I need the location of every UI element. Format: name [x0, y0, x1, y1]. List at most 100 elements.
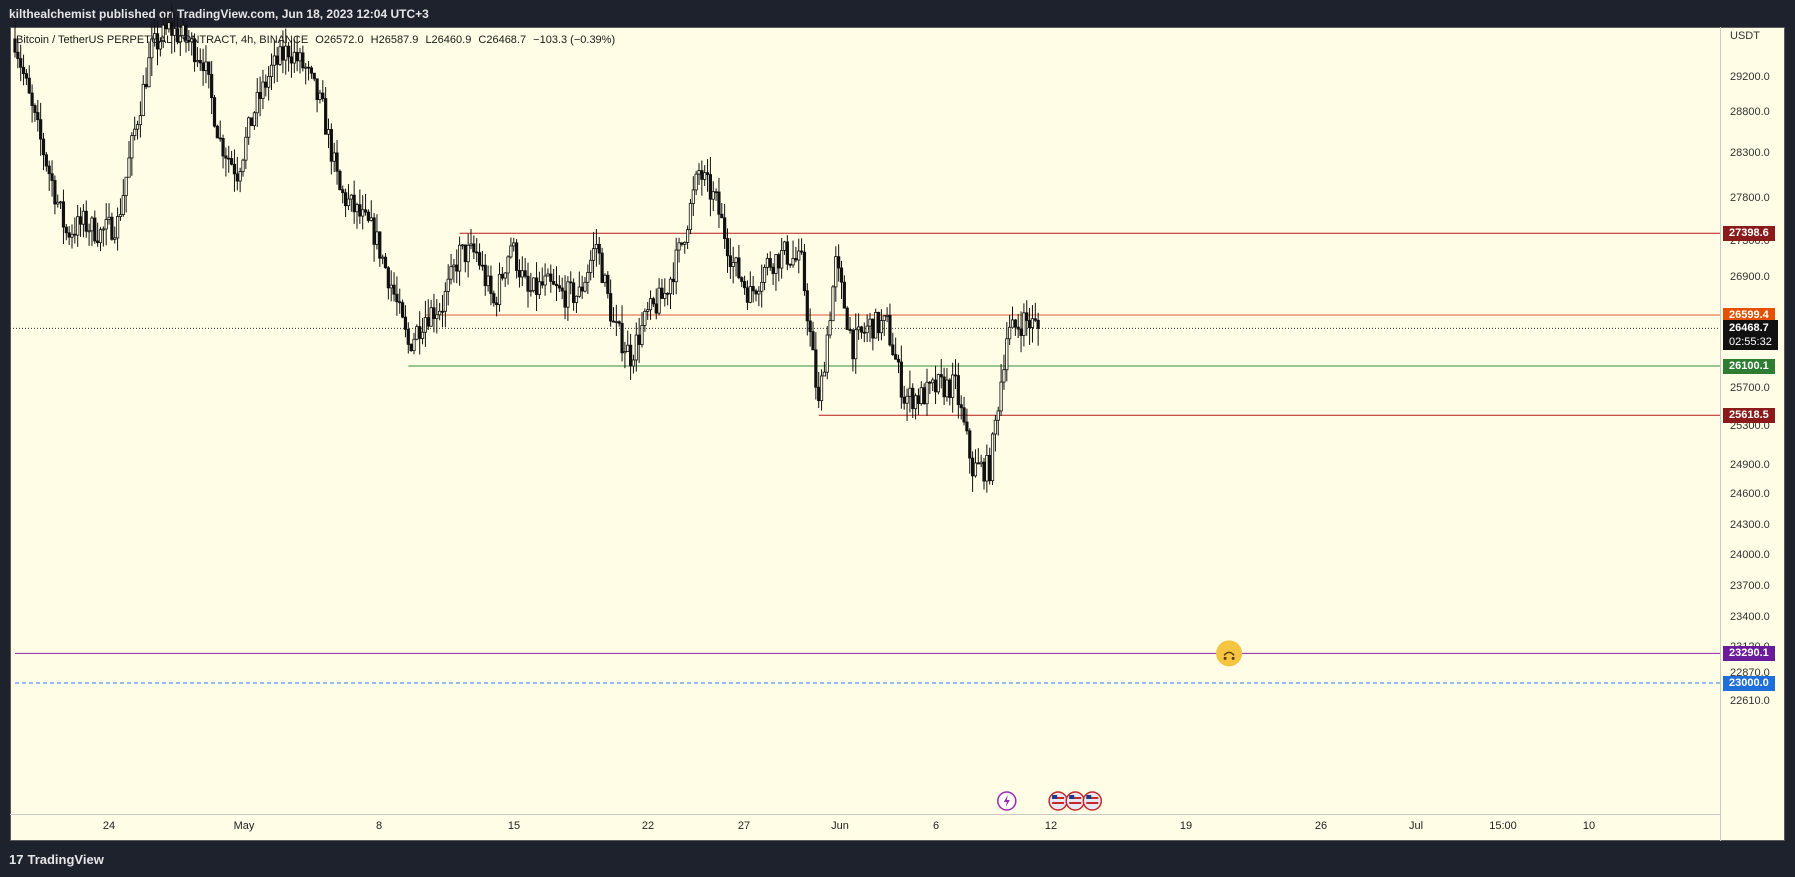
- candle-body: [90, 217, 94, 232]
- candle-body: [30, 92, 34, 106]
- candle-body: [939, 374, 943, 378]
- candle-body: [96, 240, 100, 244]
- candle-body: [765, 258, 770, 268]
- candle-body: [477, 252, 482, 266]
- candle-body: [1016, 326, 1020, 330]
- candle-body: [210, 74, 214, 98]
- candle-body: [677, 242, 681, 251]
- time-tick-label: 6: [932, 820, 940, 832]
- candle-body: [127, 157, 131, 178]
- price-tag[interactable]: 25618.5: [1723, 407, 1775, 423]
- candle-body: [56, 201, 60, 205]
- candle-body: [346, 198, 351, 207]
- candle-body: [215, 125, 219, 139]
- candle-body: [996, 410, 1000, 421]
- candle-body: [643, 311, 647, 326]
- candle-body: [985, 455, 989, 482]
- candle-body: [275, 55, 279, 65]
- time-tick-label: 10: [1582, 820, 1596, 832]
- candle-body: [1030, 318, 1035, 328]
- time-tick-label: 12: [1044, 820, 1058, 832]
- candle-body: [871, 318, 875, 339]
- candle-body: [634, 334, 638, 361]
- candle-body: [899, 361, 903, 398]
- candle-body: [13, 38, 17, 53]
- price-tick-label: 24000.0: [1730, 549, 1770, 561]
- candle-body: [780, 250, 784, 269]
- candle-body: [101, 228, 105, 231]
- symbol-name[interactable]: Bitcoin / TetherUS PERPETUAL CONTRACT, 4…: [16, 34, 309, 46]
- candle-body: [232, 163, 237, 175]
- candle-body: [859, 326, 864, 333]
- candle-body: [435, 314, 439, 319]
- candle-body: [711, 191, 715, 200]
- price-tick-label: 22610.0: [1730, 695, 1770, 707]
- candle-body: [286, 45, 291, 58]
- candle-body: [61, 201, 66, 228]
- candle-body: [777, 254, 781, 269]
- candle-body: [1036, 319, 1040, 329]
- candle-body: [854, 329, 858, 360]
- current-price-tag[interactable]: 26468.7 02:55:32: [1723, 320, 1778, 351]
- emoji-mouth: [1223, 651, 1235, 656]
- candle-body: [292, 51, 296, 64]
- candle-body: [557, 285, 561, 289]
- candle-body: [666, 292, 670, 295]
- price-tick-label: 24300.0: [1730, 519, 1770, 531]
- tradingview-logo[interactable]: 17 TradingView: [9, 852, 104, 867]
- candle-body: [121, 195, 125, 215]
- price-tag[interactable]: 27398.6: [1723, 225, 1775, 241]
- flag-stripe: [1086, 802, 1099, 804]
- candle-body: [768, 258, 772, 268]
- candle-body: [144, 83, 148, 88]
- candle-body: [620, 322, 624, 354]
- candle-body: [201, 62, 205, 72]
- candle-body: [988, 455, 992, 482]
- candle-body: [16, 51, 20, 59]
- candle-body: [894, 354, 898, 360]
- candle-body: [905, 395, 909, 404]
- candle-body: [700, 170, 704, 180]
- candle-body: [546, 273, 550, 277]
- price-tag[interactable]: 26599.4: [1723, 307, 1775, 323]
- candle-body: [788, 263, 792, 266]
- candle-body: [184, 24, 188, 41]
- candle-body: [455, 264, 459, 272]
- price-tick-label: 28800.0: [1730, 106, 1770, 118]
- price-axis[interactable]: [1720, 27, 1786, 841]
- us-flag-event-icon: [1082, 791, 1103, 811]
- candle-body: [386, 267, 390, 289]
- time-tick-label: 8: [375, 820, 383, 832]
- candle-body: [902, 396, 906, 404]
- candle-body: [44, 154, 48, 167]
- candle-body: [697, 170, 701, 175]
- candle-body: [349, 194, 353, 200]
- price-tick-label: 28300.0: [1730, 147, 1770, 159]
- candle-body: [261, 81, 265, 99]
- candle-body: [352, 194, 356, 213]
- candle-body: [979, 461, 983, 465]
- candle-body: [53, 180, 57, 205]
- candle-body: [532, 277, 536, 292]
- time-tick-label: 22: [641, 820, 655, 832]
- price-tag[interactable]: 23000.0: [1723, 675, 1775, 691]
- candle-body: [694, 173, 698, 191]
- candle-body: [637, 334, 641, 345]
- flag-stripe: [1069, 797, 1082, 799]
- candle-body: [617, 321, 621, 324]
- candle-body: [378, 231, 382, 259]
- candle-body: [885, 314, 889, 317]
- candle-body: [973, 462, 978, 477]
- price-tag[interactable]: 23290.1: [1723, 645, 1775, 661]
- candle-body: [879, 320, 884, 334]
- candle-body: [600, 252, 604, 283]
- candle-body: [118, 214, 123, 217]
- price-tag[interactable]: 26100.1: [1723, 358, 1775, 374]
- candle-body: [295, 51, 299, 62]
- candle-body: [486, 275, 490, 287]
- candle-body: [554, 283, 559, 287]
- candle-body: [574, 295, 579, 303]
- candle-body: [948, 379, 952, 398]
- chart-pane[interactable]: [10, 27, 1785, 841]
